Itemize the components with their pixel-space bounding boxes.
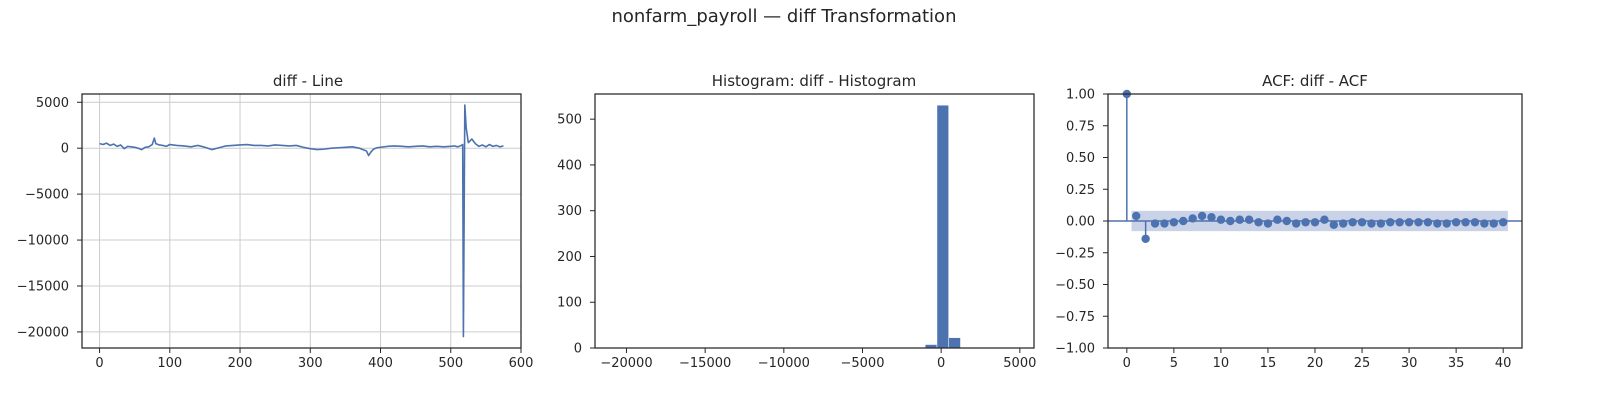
acf-point [1179,216,1188,226]
x-tick-label: 40 [1495,356,1512,371]
plot-frame [594,93,1035,349]
plot-frame [81,93,522,349]
y-tick-label: 0.75 [1066,119,1095,134]
acf-point [1150,219,1160,228]
acf-point [1273,215,1282,224]
x-tick-label: 0 [1123,356,1131,371]
x-tick-label: 500 [438,356,463,371]
acf-point [1132,211,1141,221]
figure-title: nonfarm_payroll — diff Transformation [612,6,957,27]
y-tick-label: 300 [557,204,582,219]
acf-point [1470,218,1480,227]
x-tick-label: 20 [1307,356,1324,371]
x-tick-label: 600 [509,356,534,371]
acf-point [1404,218,1414,227]
x-tick-label: 0 [95,356,103,371]
acf-point [1301,218,1310,227]
x-tick-label: −5000 [840,356,884,371]
y-tick-label: 100 [557,296,582,311]
x-tick-label: 15 [1260,356,1277,371]
acf-point [1244,215,1254,224]
line-chart-title: diff - Line [273,72,343,90]
y-tick-label: −1.00 [1055,342,1095,357]
y-tick-label: 400 [557,158,582,173]
acf-point [1433,219,1442,228]
x-tick-label: 30 [1401,356,1418,371]
acf-point [1310,218,1320,227]
y-tick-label: −0.50 [1055,278,1095,293]
y-tick-label: 0.25 [1066,183,1095,198]
acf-point [1386,218,1395,227]
acf-point [1160,219,1169,228]
x-tick-label: 10 [1213,356,1230,371]
histogram-bar [925,344,937,348]
acf-panel: ACF: diff - ACF 0 5 10 15 20 25 30 35 40 1.00 0.75… [1055,72,1523,371]
acf-point [1207,212,1216,222]
acf-point [1480,219,1489,228]
y-tick-label: −10000 [17,234,69,249]
acf-point [1348,218,1357,227]
x-tick-label: 5000 [1003,356,1036,371]
acf-point [1216,215,1226,224]
y-tick-label: −5000 [25,188,69,203]
series-line [99,104,504,338]
acf-point [1329,220,1339,230]
line-chart-panel: diff - Line 0 100 200 300 400 500 600 5000 0 −500… [17,72,534,371]
acf-title: ACF: diff - ACF [1262,72,1368,90]
acf-point [1376,219,1386,228]
y-tick-label: 5000 [36,96,69,111]
acf-point [1357,218,1367,227]
acf-point [1141,234,1150,243]
acf-point [1414,218,1423,227]
histogram-panel: Histogram: diff - Histogram −20000 −15000… [557,72,1036,371]
y-tick-label: 200 [557,250,582,265]
acf-point [1489,219,1498,228]
x-tick-label: −15000 [679,356,731,371]
y-tick-label: 0.00 [1066,215,1095,230]
x-tick-label: 25 [1354,356,1371,371]
acf-point [1442,219,1451,228]
y-tick-label: −20000 [17,325,69,340]
acf-point [1169,218,1179,227]
histogram-bar [949,337,961,348]
y-tick-label: 0 [61,142,69,157]
x-tick-label: 35 [1448,356,1465,371]
acf-point [1367,219,1376,228]
y-tick-label: 0.50 [1066,151,1095,166]
x-tick-label: 0 [937,356,945,371]
acf-point [1395,218,1404,227]
acf-point [1188,214,1197,223]
x-tick-label: −20000 [600,356,652,371]
histogram-bar [937,105,949,349]
acf-point [1197,211,1207,221]
acf-point [1451,218,1461,227]
acf-point [1226,216,1235,226]
x-tick-label: 200 [228,356,253,371]
x-tick-label: 100 [157,356,182,371]
x-tick-label: −10000 [758,356,810,371]
acf-point [1263,219,1273,228]
x-tick-label: 400 [368,356,393,371]
y-tick-label: 1.00 [1066,88,1095,103]
plot-frame [1107,93,1523,349]
acf-point [1235,215,1244,224]
acf-point [1498,218,1508,227]
acf-point [1339,219,1348,228]
x-tick-label: 300 [298,356,323,371]
y-tick-label: −0.75 [1055,310,1095,325]
acf-point [1282,216,1291,226]
x-tick-label: 5 [1170,356,1178,371]
acf-point [1423,218,1433,227]
acf-point [1461,218,1470,227]
y-tick-label: −15000 [17,279,69,294]
histogram-title: Histogram: diff - Histogram [712,72,916,90]
acf-point [1254,218,1263,227]
acf-point [1320,215,1329,224]
acf-point [1291,219,1301,228]
y-tick-label: −0.25 [1055,246,1095,261]
y-tick-label: 0 [574,342,582,357]
y-tick-label: 500 [557,113,582,128]
